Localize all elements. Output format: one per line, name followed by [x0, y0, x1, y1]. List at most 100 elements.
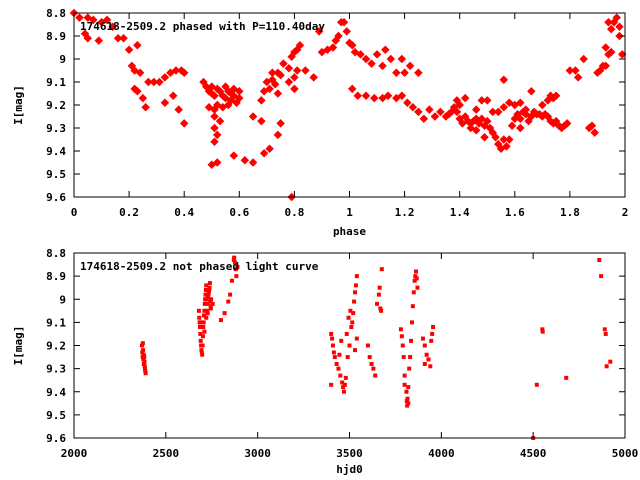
- unphased-data-point: [373, 373, 378, 378]
- unphased-data-point: [540, 329, 545, 334]
- unphased-data-point: [365, 343, 370, 348]
- unphased-data-point: [424, 352, 429, 357]
- unphased-data-point: [413, 269, 418, 274]
- unphased-data-point: [375, 301, 380, 306]
- phased-data-point: [124, 45, 134, 55]
- phased-x-tick-label: 0.8: [284, 206, 304, 219]
- phased-data-point: [301, 66, 310, 75]
- phased-data-point: [502, 142, 511, 151]
- unphased-data-point: [379, 267, 384, 272]
- unphased-data-point: [231, 257, 236, 262]
- unphased-x-axis-label: hjd0: [336, 463, 363, 476]
- unphased-data-point: [202, 313, 207, 318]
- phased-data-point: [179, 119, 189, 128]
- phased-data-point: [353, 91, 363, 101]
- phased-y-tick-label: 9.2: [46, 99, 66, 112]
- phased-data-point: [268, 68, 277, 78]
- unphased-data-point: [202, 329, 207, 334]
- unphased-data-point: [420, 336, 425, 341]
- phased-data-point: [273, 130, 283, 140]
- unphased-data-point: [337, 352, 342, 357]
- unphased-data-point: [354, 336, 359, 341]
- phased-y-ticks: 8.8 8.9 9 9.1 9.2 9.3 9.4 9.5 9.6: [46, 7, 625, 204]
- phased-data-point: [284, 77, 294, 87]
- phased-data-point: [342, 27, 351, 36]
- unphased-data-point: [329, 382, 334, 387]
- phased-x-tick-label: 0.4: [174, 206, 194, 219]
- unphased-data-point: [334, 362, 339, 366]
- unphased-data-point: [402, 373, 407, 378]
- unphased-data-point: [415, 285, 420, 290]
- phased-data-point: [257, 116, 266, 126]
- unphased-data-point: [399, 334, 404, 339]
- phased-x-tick-label: 1.8: [560, 206, 580, 219]
- phased-data-point: [210, 137, 219, 147]
- unphased-data-point: [401, 355, 406, 360]
- unphased-data-point: [354, 274, 359, 279]
- phased-data-point: [425, 105, 434, 114]
- unphased-data-point: [353, 283, 358, 288]
- unphased-y-tick-label: 9: [59, 293, 66, 306]
- unphased-data-point: [376, 292, 381, 297]
- phased-data-point: [367, 59, 376, 68]
- phased-x-tick-label: 1.6: [505, 206, 525, 219]
- phased-data-point: [309, 73, 318, 82]
- phased-data-point: [213, 158, 222, 167]
- phased-data-point: [144, 77, 153, 87]
- phased-data-point: [419, 114, 429, 124]
- unphased-data-point: [196, 308, 201, 313]
- unphased-data-point: [203, 288, 208, 292]
- phased-x-tick-label: 1.2: [395, 206, 415, 219]
- phased-data-point: [265, 144, 274, 153]
- unphased-data-point: [205, 301, 210, 306]
- phased-data-point: [483, 96, 492, 105]
- phased-data-point: [505, 135, 514, 144]
- unphased-data-point: [412, 278, 417, 283]
- phased-data-point: [257, 96, 266, 105]
- phased-data-point: [483, 116, 492, 126]
- unphased-y-ticks: 8.8 8.9 9 9.1 9.2 9.3 9.4 9.5 9.6: [46, 247, 625, 445]
- phased-data-point: [403, 98, 412, 107]
- unphased-data-point: [429, 338, 434, 343]
- unphased-data-point: [207, 281, 212, 286]
- unphased-data-point: [197, 315, 202, 320]
- unphased-data-point: [210, 301, 215, 306]
- unphased-data-point: [208, 306, 213, 311]
- phased-data-point: [273, 89, 283, 98]
- unphased-data-point: [406, 401, 411, 406]
- unphased-data-point: [400, 343, 405, 348]
- unphased-data-point: [204, 308, 209, 313]
- phased-data-point: [386, 54, 396, 64]
- unphased-y-tick-label: 9.4: [46, 386, 66, 399]
- phased-data-point: [279, 59, 288, 68]
- unphased-y-tick-label: 9.3: [46, 363, 66, 376]
- unphased-data-point: [426, 357, 431, 362]
- unphased-data-point: [222, 311, 227, 316]
- unphased-data-point: [199, 350, 204, 355]
- phased-data-point: [499, 103, 509, 112]
- unphased-data-point: [340, 380, 345, 385]
- phased-data-point: [138, 93, 148, 103]
- unphased-y-tick-label: 8.9: [46, 270, 66, 283]
- phased-data-point: [259, 149, 269, 158]
- phased-data-point: [408, 103, 418, 112]
- unphased-data-point: [604, 364, 609, 369]
- unphased-data-point: [597, 257, 602, 262]
- unphased-data-point: [345, 355, 350, 360]
- phased-data-point: [397, 54, 407, 64]
- unphased-data-point: [142, 366, 147, 371]
- unphased-data-point: [564, 375, 569, 380]
- phased-y-tick-label: 9.3: [46, 122, 66, 135]
- phased-data-point: [141, 103, 150, 112]
- unphased-data-point: [603, 331, 608, 336]
- unphased-data-point: [431, 325, 436, 329]
- phased-y-axis-label: I[mag]: [12, 85, 25, 125]
- unphased-data-point: [330, 343, 335, 348]
- phased-y-tick-label: 9.5: [46, 168, 66, 181]
- unphased-data-point: [342, 382, 347, 387]
- phased-x-tick-label: 0: [71, 206, 78, 219]
- phased-data-point: [356, 50, 365, 59]
- phased-data-point: [499, 75, 509, 84]
- unphased-data-point: [232, 260, 237, 265]
- phased-y-tick-label: 8.9: [46, 30, 66, 43]
